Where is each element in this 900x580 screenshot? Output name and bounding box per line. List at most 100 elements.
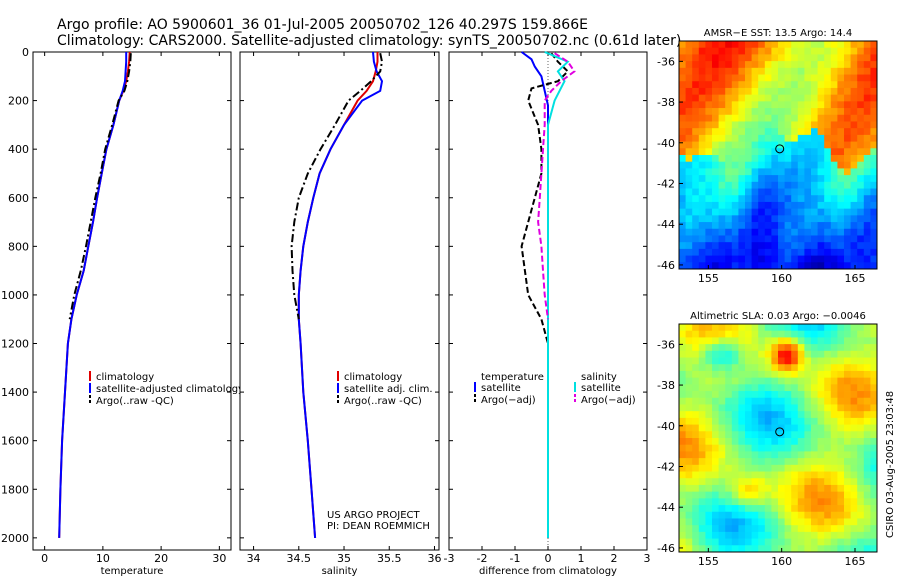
heatmap-cell	[764, 411, 772, 419]
heatmap-cell	[771, 484, 779, 493]
heatmap-cell	[718, 255, 726, 263]
heatmap-cell	[811, 384, 818, 392]
heatmap-cell	[811, 87, 818, 96]
heatmap-cell	[844, 357, 851, 365]
heatmap-cell	[811, 47, 818, 55]
heatmap-cell	[771, 114, 779, 122]
heatmap-cell	[817, 417, 825, 425]
heatmap-cell	[850, 324, 858, 332]
heatmap-cell	[837, 188, 845, 196]
heatmap-cell	[725, 444, 733, 452]
heatmap-cell	[804, 498, 812, 506]
heatmap-cell	[811, 148, 818, 156]
heatmap-cell	[705, 397, 713, 405]
heatmap-cell	[844, 74, 851, 82]
heatmap-cell	[705, 431, 713, 439]
heatmap-cell	[824, 41, 832, 49]
heatmap-cell	[731, 391, 739, 399]
heatmap-cell	[679, 41, 686, 49]
heatmap-cell	[870, 87, 878, 96]
heatmap-cell	[712, 511, 719, 519]
heatmap-cell	[718, 155, 726, 163]
heatmap-cell	[837, 444, 845, 452]
heatmap-cell	[778, 525, 785, 533]
heatmap-cell	[725, 411, 733, 419]
heatmap-cell	[837, 175, 845, 183]
heatmap-cell	[850, 94, 858, 102]
heatmap-cell	[679, 370, 686, 379]
heatmap-cell	[863, 195, 871, 203]
heatmap-cell	[857, 235, 865, 243]
heatmap-cell	[712, 168, 719, 176]
heatmap-cell	[830, 464, 838, 472]
x-tick-label: 155	[698, 555, 719, 568]
heatmap-cell	[725, 364, 733, 372]
heatmap-cell	[731, 148, 739, 156]
heatmap-cell	[778, 484, 785, 493]
heatmap-cell	[718, 458, 726, 466]
y-tick-label: 1000	[1, 289, 29, 302]
heatmap-cell	[718, 484, 726, 493]
heatmap-cell	[692, 201, 700, 210]
heatmap-cell	[705, 248, 713, 256]
heatmap-cell	[857, 505, 865, 513]
heatmap-cell	[712, 41, 719, 49]
heatmap-cell	[797, 330, 805, 338]
heatmap-cell	[771, 128, 779, 136]
heatmap-cell	[685, 404, 693, 412]
heatmap-cell	[764, 188, 772, 196]
heatmap-cell	[870, 484, 878, 493]
heatmap-cell	[751, 67, 759, 75]
heatmap-cell	[830, 47, 838, 55]
heatmap-cell	[764, 262, 772, 270]
heatmap-cell	[844, 364, 851, 372]
heatmap-cell	[817, 161, 825, 169]
heatmap-cell	[850, 61, 858, 69]
heatmap-cell	[692, 525, 700, 533]
heatmap-cell	[844, 208, 851, 216]
heatmap-cell	[817, 391, 825, 399]
heatmap-cell	[692, 491, 700, 499]
heatmap-cell	[870, 438, 878, 446]
heatmap-cell	[725, 67, 733, 75]
heatmap-cell	[731, 505, 739, 513]
heatmap-cell	[863, 128, 871, 136]
heatmap-cell	[745, 377, 752, 385]
heatmap-cell	[758, 94, 766, 102]
heatmap-cell	[811, 81, 818, 89]
heatmap-cell	[870, 397, 878, 405]
heatmap-cell	[692, 235, 700, 243]
heatmap-cell	[738, 255, 746, 263]
heatmap-cell	[698, 431, 706, 439]
heatmap-cell	[791, 458, 799, 466]
heatmap-cell	[698, 128, 706, 136]
heatmap-cell	[797, 148, 805, 156]
heatmap-cell	[751, 262, 759, 270]
heatmap-cell	[718, 208, 726, 216]
heatmap-cell	[712, 161, 719, 169]
heatmap-cell	[725, 498, 733, 506]
heatmap-cell	[751, 397, 759, 405]
heatmap-cell	[857, 215, 865, 223]
heatmap-cell	[857, 114, 865, 122]
heatmap-cell	[870, 94, 878, 102]
heatmap-cell	[837, 424, 845, 432]
heatmap-cell	[857, 417, 865, 425]
heatmap-cell	[771, 41, 779, 49]
heatmap-cell	[784, 262, 792, 270]
heatmap-cell	[738, 175, 746, 183]
heatmap-cell	[817, 81, 825, 89]
heatmap-cell	[725, 215, 733, 223]
heatmap-cell	[778, 531, 785, 539]
heatmap-cell	[804, 324, 812, 332]
heatmap-cell	[751, 215, 759, 223]
heatmap-cell	[824, 357, 832, 365]
heatmap-cell	[698, 262, 706, 270]
heatmap-cell	[830, 498, 838, 506]
heatmap-cell	[692, 134, 700, 142]
heatmap-cell	[771, 47, 779, 55]
heatmap-cell	[824, 424, 832, 432]
heatmap-cell	[830, 81, 838, 89]
heatmap-cell	[784, 74, 792, 82]
